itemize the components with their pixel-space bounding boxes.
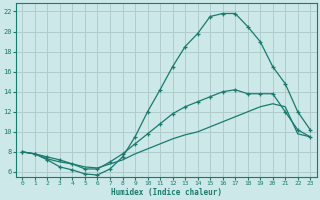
- X-axis label: Humidex (Indice chaleur): Humidex (Indice chaleur): [111, 188, 222, 197]
